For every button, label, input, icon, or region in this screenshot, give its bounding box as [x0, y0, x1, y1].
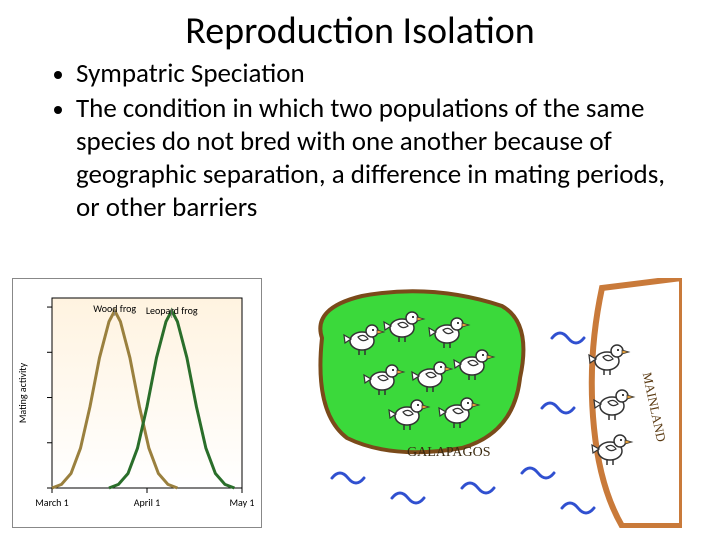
svg-text:March 1: March 1	[35, 496, 69, 509]
bullet-dot-icon	[54, 106, 62, 114]
bullet-text: The condition in which two populations o…	[76, 93, 690, 225]
bullet-dot-icon	[54, 71, 62, 79]
list-item: Sympatric Speciation	[54, 58, 690, 91]
bullet-list: Sympatric Speciation The condition in wh…	[0, 58, 720, 225]
galapagos-cartoon: GALAPAGOSMAINLAND	[302, 278, 708, 528]
svg-text:May 1: May 1	[229, 496, 254, 509]
svg-text:GALAPAGOS: GALAPAGOS	[407, 445, 491, 460]
mating-activity-chart: Mating activityMarch 1April 1May 1Wood f…	[12, 278, 262, 528]
svg-text:April 1: April 1	[134, 496, 160, 509]
bullet-text: Sympatric Speciation	[76, 58, 305, 91]
page-title: Reproduction Isolation	[0, 0, 720, 58]
list-item: The condition in which two populations o…	[54, 93, 690, 225]
svg-text:Mating activity: Mating activity	[16, 362, 29, 423]
